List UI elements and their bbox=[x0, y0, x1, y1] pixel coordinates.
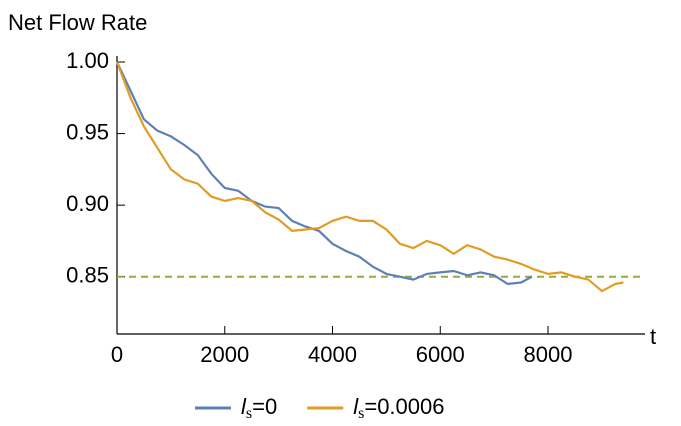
y-tick-label: 0.85 bbox=[66, 263, 109, 288]
x-tick-label: 8000 bbox=[524, 342, 573, 367]
series-line bbox=[115, 61, 624, 293]
series-line bbox=[116, 61, 533, 286]
y-tick-label: 0.95 bbox=[66, 119, 109, 144]
x-tick-label: 2000 bbox=[200, 342, 249, 367]
legend-label: ls=0.0006 bbox=[353, 394, 444, 422]
x-tick-label: 4000 bbox=[308, 342, 357, 367]
y-tick-label: 0.90 bbox=[66, 191, 109, 216]
x-tick-label: 6000 bbox=[416, 342, 465, 367]
x-tick-label: 0 bbox=[111, 342, 123, 367]
y-axis-label: Net Flow Rate bbox=[8, 10, 147, 35]
legend-label: ls=0 bbox=[241, 394, 277, 422]
x-axis-label: t bbox=[650, 324, 656, 349]
y-tick-label: 1.00 bbox=[66, 48, 109, 73]
